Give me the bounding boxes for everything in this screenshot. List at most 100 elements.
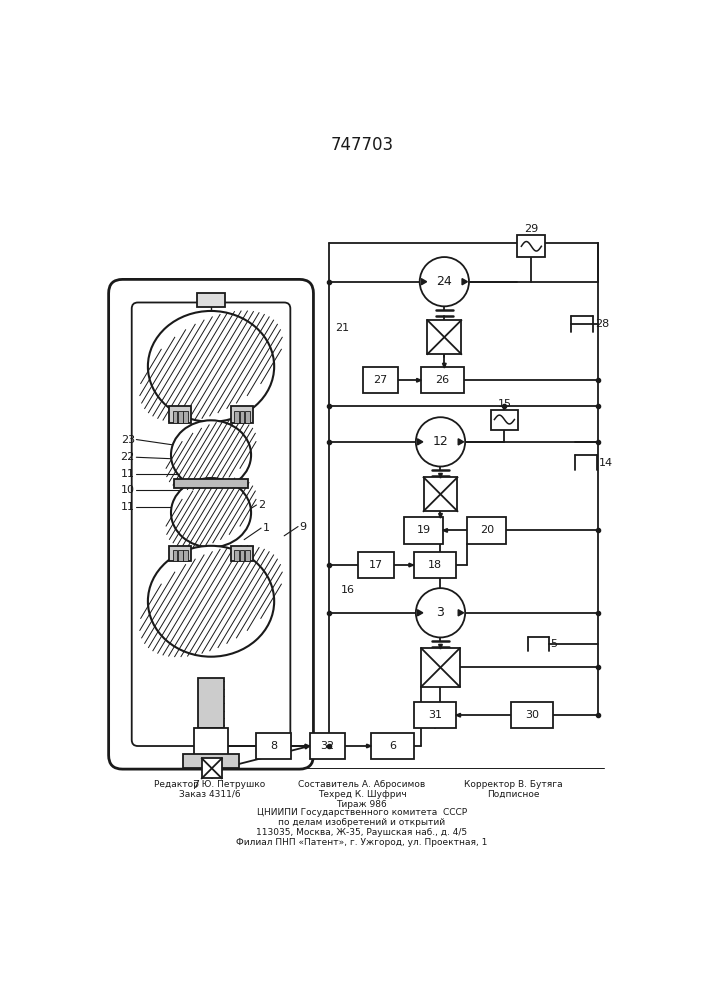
Bar bbox=[428, 320, 461, 354]
Bar bbox=[170, 406, 191, 423]
Ellipse shape bbox=[171, 420, 251, 490]
Polygon shape bbox=[456, 713, 460, 717]
Text: 32: 32 bbox=[320, 741, 334, 751]
Text: 31: 31 bbox=[428, 710, 442, 720]
Polygon shape bbox=[443, 363, 446, 368]
Text: 5: 5 bbox=[551, 639, 558, 649]
Polygon shape bbox=[443, 529, 448, 532]
Text: 19: 19 bbox=[416, 525, 431, 535]
Ellipse shape bbox=[148, 311, 274, 422]
Text: 24: 24 bbox=[436, 275, 452, 288]
Bar bbox=[178, 550, 182, 561]
Bar bbox=[183, 550, 188, 561]
Text: 20: 20 bbox=[479, 525, 493, 535]
Bar bbox=[414, 552, 456, 578]
Text: по делам изобретений и открытий: по делам изобретений и открытий bbox=[279, 818, 445, 827]
Bar bbox=[197, 293, 225, 307]
Text: 2: 2 bbox=[258, 500, 265, 510]
Polygon shape bbox=[458, 610, 464, 616]
Text: 25: 25 bbox=[429, 343, 441, 353]
Bar bbox=[231, 546, 252, 561]
Text: Филиал ПНП «Патент», г. Ужгород, ул. Проектная, 1: Филиал ПНП «Патент», г. Ужгород, ул. Про… bbox=[236, 838, 488, 847]
Circle shape bbox=[420, 257, 469, 306]
Polygon shape bbox=[438, 513, 443, 518]
Polygon shape bbox=[417, 610, 423, 616]
Text: Корректор В. Бутяга: Корректор В. Бутяга bbox=[464, 780, 563, 789]
Ellipse shape bbox=[171, 478, 251, 547]
Bar bbox=[173, 550, 177, 561]
Text: 11: 11 bbox=[121, 502, 135, 512]
Text: 10: 10 bbox=[121, 485, 135, 495]
Bar bbox=[358, 552, 394, 578]
Text: 29: 29 bbox=[524, 224, 539, 234]
Bar bbox=[371, 733, 414, 759]
Text: 26: 26 bbox=[436, 375, 450, 385]
Bar bbox=[234, 550, 239, 561]
Polygon shape bbox=[305, 745, 310, 749]
Text: Составитель А. Абросимов: Составитель А. Абросимов bbox=[298, 780, 426, 789]
Bar bbox=[404, 517, 443, 544]
Bar bbox=[183, 754, 239, 768]
Text: 17: 17 bbox=[369, 560, 383, 570]
Text: 18: 18 bbox=[428, 560, 442, 570]
Circle shape bbox=[416, 588, 465, 637]
Text: 14: 14 bbox=[599, 458, 613, 468]
Polygon shape bbox=[409, 563, 414, 567]
Bar bbox=[245, 411, 250, 423]
Bar bbox=[510, 702, 553, 728]
Text: 15: 15 bbox=[498, 399, 511, 409]
Bar bbox=[414, 702, 456, 728]
Polygon shape bbox=[462, 279, 467, 285]
Text: 23: 23 bbox=[121, 435, 135, 445]
Bar bbox=[234, 411, 239, 423]
Text: 11: 11 bbox=[121, 469, 135, 479]
Polygon shape bbox=[458, 439, 464, 445]
Bar bbox=[491, 410, 518, 430]
Text: 21: 21 bbox=[335, 323, 349, 333]
Text: 1: 1 bbox=[262, 523, 269, 533]
Text: 27: 27 bbox=[373, 375, 387, 385]
Text: 6: 6 bbox=[389, 741, 396, 751]
Text: ЦНИИПИ Государственного комитета  СССР: ЦНИИПИ Государственного комитета СССР bbox=[257, 808, 467, 817]
Bar bbox=[231, 406, 252, 423]
Text: 747703: 747703 bbox=[330, 136, 394, 154]
Text: 113035, Москва, Ж-35, Раушская наб., д. 4/5: 113035, Москва, Ж-35, Раушская наб., д. … bbox=[257, 828, 467, 837]
Polygon shape bbox=[416, 378, 421, 382]
Bar bbox=[240, 411, 244, 423]
Bar bbox=[256, 733, 291, 759]
Text: 12: 12 bbox=[433, 435, 448, 448]
FancyBboxPatch shape bbox=[109, 279, 313, 769]
Text: 3: 3 bbox=[436, 606, 445, 619]
Text: 28: 28 bbox=[595, 319, 609, 329]
Bar bbox=[173, 411, 177, 423]
Text: 30: 30 bbox=[525, 710, 539, 720]
Bar bbox=[183, 411, 188, 423]
Text: 7: 7 bbox=[192, 780, 199, 790]
Circle shape bbox=[416, 417, 465, 466]
Text: 16: 16 bbox=[340, 585, 354, 595]
Bar bbox=[310, 733, 345, 759]
Polygon shape bbox=[305, 744, 310, 748]
Bar bbox=[178, 411, 182, 423]
Text: 9: 9 bbox=[300, 522, 307, 532]
Text: Техред К. Шуфрич: Техред К. Шуфрич bbox=[317, 790, 407, 799]
Text: Тираж 986: Тираж 986 bbox=[337, 800, 387, 809]
Bar bbox=[170, 546, 191, 561]
Polygon shape bbox=[421, 279, 426, 285]
Text: Редактор Ю. Петрушко: Редактор Ю. Петрушко bbox=[154, 780, 265, 789]
Polygon shape bbox=[417, 439, 423, 445]
FancyBboxPatch shape bbox=[132, 302, 291, 746]
Text: 22: 22 bbox=[121, 452, 135, 462]
Polygon shape bbox=[438, 644, 443, 649]
Text: 13: 13 bbox=[425, 500, 438, 510]
Ellipse shape bbox=[148, 546, 274, 657]
Text: Заказ 4311/6: Заказ 4311/6 bbox=[179, 790, 240, 799]
Bar bbox=[421, 648, 460, 687]
Text: 8: 8 bbox=[270, 741, 277, 751]
Bar bbox=[245, 550, 250, 561]
Bar bbox=[467, 517, 506, 544]
Bar bbox=[194, 728, 228, 755]
Bar bbox=[240, 550, 244, 561]
Bar bbox=[198, 678, 224, 728]
Bar bbox=[518, 235, 545, 257]
